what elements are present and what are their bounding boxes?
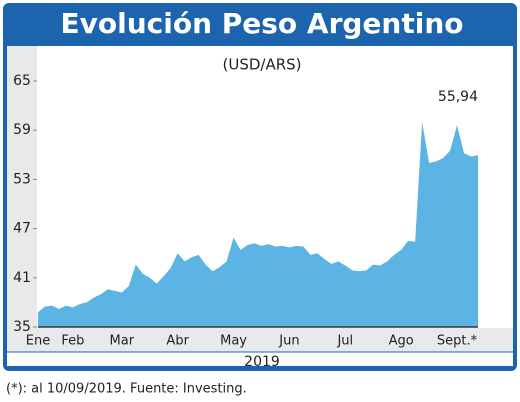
x-tick-label: Jul xyxy=(336,334,353,349)
x-axis-label: 2019 xyxy=(244,354,280,370)
x-tick-label: Ago xyxy=(389,334,414,349)
chart-title: Evolución Peso Argentino xyxy=(60,7,463,40)
y-axis-band xyxy=(7,46,37,328)
x-tick-label: Mar xyxy=(110,334,135,349)
footnote: (*): al 10/09/2019. Fuente: Investing. xyxy=(6,382,247,397)
y-tick-label: 59 xyxy=(13,122,31,138)
y-tick-label: 65 xyxy=(13,73,31,89)
x-tick-label: Sept.* xyxy=(437,334,478,349)
x-tick-label: Ene xyxy=(26,334,50,349)
chart-subtitle: (USD/ARS) xyxy=(222,56,301,74)
value-label: 55,94 xyxy=(438,89,478,105)
x-tick-label: May xyxy=(220,334,247,349)
x-tick-label: Jun xyxy=(278,334,299,349)
y-tick-label: 35 xyxy=(13,319,31,335)
x-axis-band xyxy=(7,328,513,352)
y-tick-label: 47 xyxy=(13,221,31,237)
x-tick-label: Abr xyxy=(166,334,189,349)
x-tick-label: Feb xyxy=(61,334,84,349)
y-tick-label: 53 xyxy=(13,171,31,187)
area xyxy=(38,122,478,327)
y-tick-label: 41 xyxy=(13,270,31,286)
